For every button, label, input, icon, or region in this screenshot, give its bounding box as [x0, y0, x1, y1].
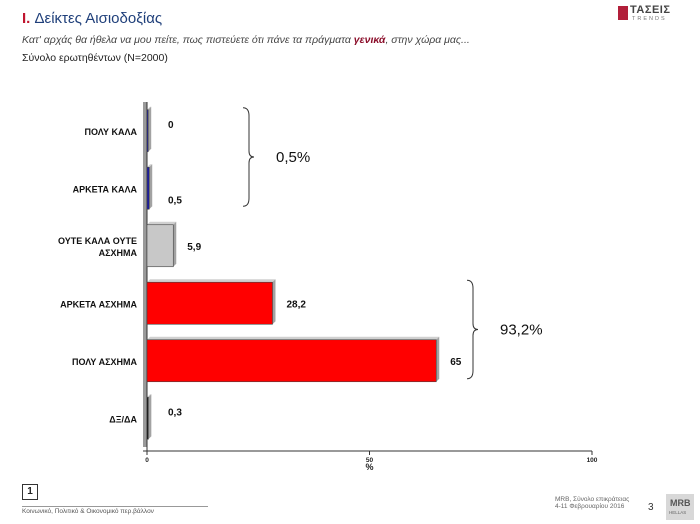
- bar-top: [147, 336, 440, 340]
- data-label: 0,3: [168, 407, 182, 418]
- sample-base: Σύνολο ερωτηθέντων (Ν=2000): [22, 52, 168, 64]
- bar-top: [147, 394, 152, 398]
- x-tick-label: 0: [145, 457, 149, 464]
- bar: [146, 109, 149, 153]
- annotation-brace: [466, 279, 479, 380]
- question-text: Κατ' αρχάς θα ήθελα να μου πείτε, πως πι…: [22, 34, 470, 46]
- data-label: 5,9: [187, 242, 201, 253]
- bar-side: [148, 394, 152, 440]
- category-label: ΑΡΚΕΤΑ ΑΣΧΗΜΑ: [60, 299, 137, 309]
- mrb-logo: MRB HELLAS: [666, 494, 694, 520]
- page-number: 3: [648, 502, 654, 513]
- data-label: 65: [450, 357, 462, 368]
- x-axis-label: %: [365, 462, 373, 472]
- category-label: ΟΥΤΕ ΚΑΛΑ ΟΥΤΕ: [58, 236, 137, 246]
- bar: [146, 396, 149, 440]
- footer-divider: [22, 506, 208, 507]
- chart-wall: [143, 102, 147, 447]
- logo-name: ΤΑΣΕΙΣ: [630, 4, 671, 16]
- bar: [146, 281, 273, 325]
- category-label: ΑΡΚΕΤΑ ΚΑΛΑ: [73, 184, 138, 194]
- footer-source: MRB, Σύνολο επικράτειας 4-11 Φεβρουαρίου…: [555, 496, 641, 510]
- logo-tagline: TRENDS: [632, 16, 667, 22]
- annotation-brace: [242, 107, 255, 207]
- annotation-label: 93,2%: [500, 322, 543, 339]
- bar-side: [148, 106, 152, 152]
- category-label: ΠΟΛΥ ΑΣΧΗΜΑ: [72, 357, 138, 367]
- title-numeral: I.: [22, 10, 31, 27]
- footer-source-line-2: 4-11 Φεβρουαρίου 2016: [555, 503, 625, 510]
- bar-side: [272, 279, 276, 325]
- bar-top: [147, 221, 177, 225]
- logo-mark-icon: [618, 6, 628, 20]
- footer-source-line-1: MRB, Σύνολο επικράτειας: [555, 496, 630, 503]
- question-pre: Κατ' αρχάς θα ήθελα να μου πείτε, πως πι…: [22, 34, 354, 46]
- annotation-label: 0,5%: [276, 149, 310, 166]
- data-label: 28,2: [286, 299, 306, 310]
- page-box: 1: [22, 484, 38, 500]
- category-label: ΔΞ/ΔΑ: [109, 414, 137, 424]
- question-post: , στην χώρα μας...: [385, 34, 470, 46]
- bar-side: [436, 336, 440, 382]
- bar-chart: 0 50 100% ΠΟΛΥ ΚΑΛΑ 0 ΑΡΚΕΤΑ ΚΑΛΑ 0,5 ΟΥΤΕ ΚΑΛΑ…: [58, 102, 598, 472]
- footer-left-text: Κοινωνικό, Πολιτικό & Οικονομικό περ.βάλ…: [22, 508, 154, 515]
- question-emphasis: γενικά: [353, 34, 386, 46]
- x-tick-label: 100: [587, 457, 598, 464]
- category-label: ΑΣΧΗΜΑ: [99, 248, 138, 258]
- data-label: 0,5: [168, 195, 182, 206]
- title-text: Δείκτες Αισιοδοξίας: [34, 10, 163, 27]
- taseis-logo: ΤΑΣΕΙΣ TRENDS: [618, 4, 696, 24]
- mrb-mark: MRB: [670, 498, 691, 508]
- bar: [146, 224, 174, 268]
- x-tick-label: 50: [366, 457, 374, 464]
- mrb-sub: HELLAS: [669, 510, 687, 515]
- bar-top: [147, 164, 153, 168]
- category-label: ΠΟΛΥ ΚΑΛΑ: [85, 127, 138, 137]
- data-label: 0: [168, 120, 174, 131]
- page-title: I. Δείκτες Αισιοδοξίας: [22, 10, 162, 27]
- bar: [146, 339, 437, 383]
- bar-top: [147, 279, 276, 283]
- bar-top: [147, 106, 152, 110]
- bar-side: [149, 164, 153, 210]
- bar-side: [173, 221, 177, 267]
- bar: [146, 166, 150, 210]
